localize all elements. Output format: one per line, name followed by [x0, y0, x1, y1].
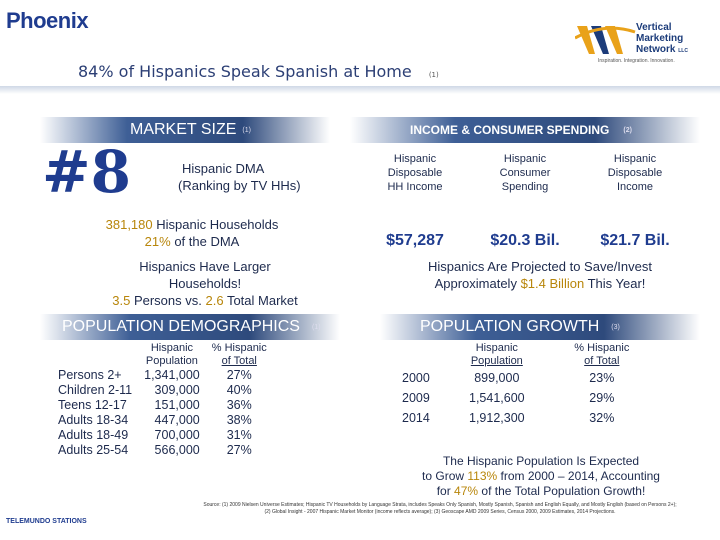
logo-tagline: Inspiration. Integration. Innovation. — [598, 58, 675, 64]
table-row: 2014 1,912,300 32% — [402, 411, 615, 425]
income-col-label: Hispanic Consumer Spending — [499, 153, 551, 193]
income-col-label: Hispanic Disposable HH Income — [387, 153, 443, 193]
dma-rank: #8 — [42, 138, 131, 206]
table-row: 2009 1,541,600 29% — [402, 391, 615, 405]
growth-note: The Hispanic Population Is Expected to G… — [422, 454, 660, 498]
growth-heading: POPULATION GROWTH (3) — [380, 314, 700, 340]
income-value: $21.7 Bil. — [600, 232, 670, 249]
source-footnote: Source: (1) 2009 Nielsen Universe Estima… — [203, 502, 677, 515]
household-size-stat: Hispanics Have Larger Households! 3.5 Pe… — [112, 259, 298, 308]
page-title: Phoenix — [6, 8, 89, 33]
dma-label: Hispanic DMA (Ranking by TV HHs) — [178, 161, 301, 193]
page-subtitle: 84% of Hispanics Speak Spanish at Home (… — [78, 62, 439, 81]
households-stat: 381,180 Hispanic Households 21% of the D… — [105, 217, 279, 249]
income-value: $57,287 — [386, 232, 444, 249]
table-row: Adults 18-34 447,000 38% — [58, 413, 252, 427]
market-size-heading: MARKET SIZE (1) — [40, 117, 330, 143]
table-row: 2000 899,000 23% — [402, 371, 615, 385]
table-row: Persons 2+ 1,341,000 27% — [58, 368, 252, 382]
demographics-table: Hispanic Population % Hispanic of Total Pe… — [52, 342, 273, 458]
subtitle-text: 84% of Hispanics Speak Spanish at Home — [78, 62, 412, 81]
demographics-heading: POPULATION DEMOGRAPHICS (1) — [40, 314, 340, 340]
growth-table: Hispanic Population % Hispanic of Total 20… — [390, 342, 652, 428]
income-heading: INCOME & CONSUMER SPENDING (2) — [350, 117, 700, 143]
telemundo-brand: TELEMUNDO STATIONS — [6, 518, 87, 525]
table-row: Adults 18-49 700,000 31% — [58, 428, 252, 442]
logo-wordmark: Vertical Marketing Network LLC — [636, 22, 688, 55]
income-col-label: Hispanic Disposable Income — [607, 153, 663, 193]
income-value: $20.3 Bil. — [490, 232, 560, 249]
header-divider — [0, 86, 720, 94]
table-row: Teens 12-17 151,000 36% — [58, 398, 252, 412]
table-row: Children 2-11 309,000 40% — [58, 383, 252, 397]
vmn-logo-icon — [575, 26, 636, 54]
table-row: Adults 25-54 566,000 27% — [58, 443, 252, 457]
subtitle-footnote: (1) — [428, 71, 439, 79]
savings-projection: Hispanics Are Projected to Save/Invest A… — [427, 259, 652, 291]
